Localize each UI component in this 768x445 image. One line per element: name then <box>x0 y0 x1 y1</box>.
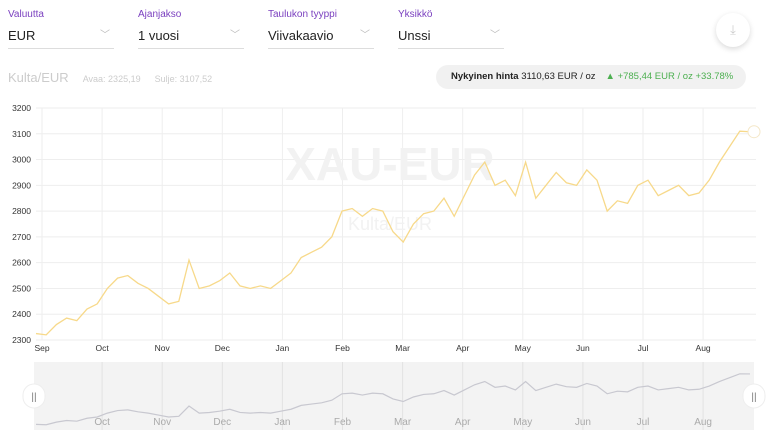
navigator-handle-right[interactable] <box>742 383 766 409</box>
pair-label: Kulta/EUR <box>8 70 69 85</box>
x-tick-label: Nov <box>155 343 171 353</box>
selector-label: Yksikkö <box>398 9 433 20</box>
navigator-line <box>35 373 751 426</box>
chevron-down-icon: ﹀ <box>490 30 500 41</box>
selector-label: Valuutta <box>8 9 44 20</box>
x-tick-label: Aug <box>696 343 711 353</box>
navigator-area[interactable] <box>34 362 754 430</box>
x-tick-label: Sep <box>34 343 49 353</box>
y-tick-label: 2300 <box>12 335 31 345</box>
selector-value[interactable]: 1 vuosi ﹀ <box>138 26 244 49</box>
chart-subtitle: Kulta/EUR Avaa: 2325,19 Sulje: 3107,52 <box>8 70 212 85</box>
price-value: 3110,63 EUR / oz <box>521 71 596 82</box>
x-tick-label: Apr <box>456 343 469 353</box>
selector-1[interactable]: Ajanjakso 1 vuosi ﹀ <box>138 8 244 49</box>
navigator-tick-label: Jan <box>274 417 290 428</box>
y-tick-label: 3000 <box>12 155 31 165</box>
navigator-tick-label: May <box>513 417 532 428</box>
handle-grip-icon: || <box>31 392 36 403</box>
chevron-down-icon: ﹀ <box>360 30 370 41</box>
navigator-tick-label: Oct <box>94 417 110 428</box>
navigator-tick-label: Apr <box>455 417 471 428</box>
last-point-marker <box>747 125 761 139</box>
navigator-tick-label: Feb <box>334 417 352 428</box>
x-tick-label: Feb <box>335 343 350 353</box>
x-tick-label: May <box>515 343 532 353</box>
selector-label: Ajanjakso <box>138 9 182 20</box>
selector-label: Taulukon tyyppi <box>268 9 337 20</box>
watermark: XAU-EUR <box>285 138 495 190</box>
change-text: +785,44 EUR / oz +33.78% <box>617 71 734 82</box>
x-tick-label: Mar <box>395 343 410 353</box>
selector-value[interactable]: Unssi ﹀ <box>398 26 504 49</box>
selector-2[interactable]: Taulukon tyyppi Viivakaavio ﹀ <box>268 8 374 49</box>
selector-value[interactable]: EUR ﹀ <box>8 26 114 49</box>
selector-3[interactable]: Yksikkö Unssi ﹀ <box>398 8 504 49</box>
selector-0[interactable]: Valuutta EUR ﹀ <box>8 8 114 49</box>
price-label: Nykyinen hinta <box>451 71 519 82</box>
y-tick-label: 2900 <box>12 180 31 190</box>
navigator-tick-label: Nov <box>153 417 171 428</box>
navigator-handle-left[interactable] <box>22 383 46 409</box>
y-tick-label: 2400 <box>12 309 31 319</box>
navigator-tick-label: Dec <box>213 417 231 428</box>
download-button[interactable]: ⤓ <box>716 13 750 47</box>
navigator-tick-label: Mar <box>394 417 412 428</box>
y-tick-label: 2800 <box>12 206 31 216</box>
navigator-tick-label: Aug <box>694 417 712 428</box>
open-value: Avaa: 2325,19 <box>82 74 141 84</box>
selector-text: Unssi <box>398 28 431 43</box>
y-tick-label: 2500 <box>12 283 31 293</box>
chevron-down-icon: ﹀ <box>230 30 240 41</box>
chevron-down-icon: ﹀ <box>100 30 110 41</box>
y-tick-label: 3100 <box>12 129 31 139</box>
x-tick-label: Jul <box>638 343 649 353</box>
selector-text: EUR <box>8 28 36 43</box>
download-icon: ⤓ <box>730 22 736 37</box>
selector-text: 1 vuosi <box>138 28 180 43</box>
change-value: ▲ +785,44 EUR / oz +33.78% <box>605 71 734 82</box>
x-tick-label: Jan <box>276 343 290 353</box>
price-badge: Nykyinen hinta 3110,63 EUR / oz ▲ +785,44… <box>436 65 746 89</box>
close-value: Sulje: 3107,52 <box>154 74 213 84</box>
y-tick-label: 2600 <box>12 258 31 268</box>
x-tick-label: Jun <box>576 343 590 353</box>
x-tick-label: Oct <box>95 343 109 353</box>
y-tick-label: 3200 <box>12 103 31 113</box>
selector-text: Viivakaavio <box>268 28 334 43</box>
navigator-tick-label: Jul <box>637 417 650 428</box>
navigator-tick-label: Jun <box>575 417 591 428</box>
handle-grip-icon: || <box>751 392 756 403</box>
y-tick-label: 2700 <box>12 232 31 242</box>
selector-value[interactable]: Viivakaavio ﹀ <box>268 26 374 49</box>
x-tick-label: Dec <box>215 343 231 353</box>
